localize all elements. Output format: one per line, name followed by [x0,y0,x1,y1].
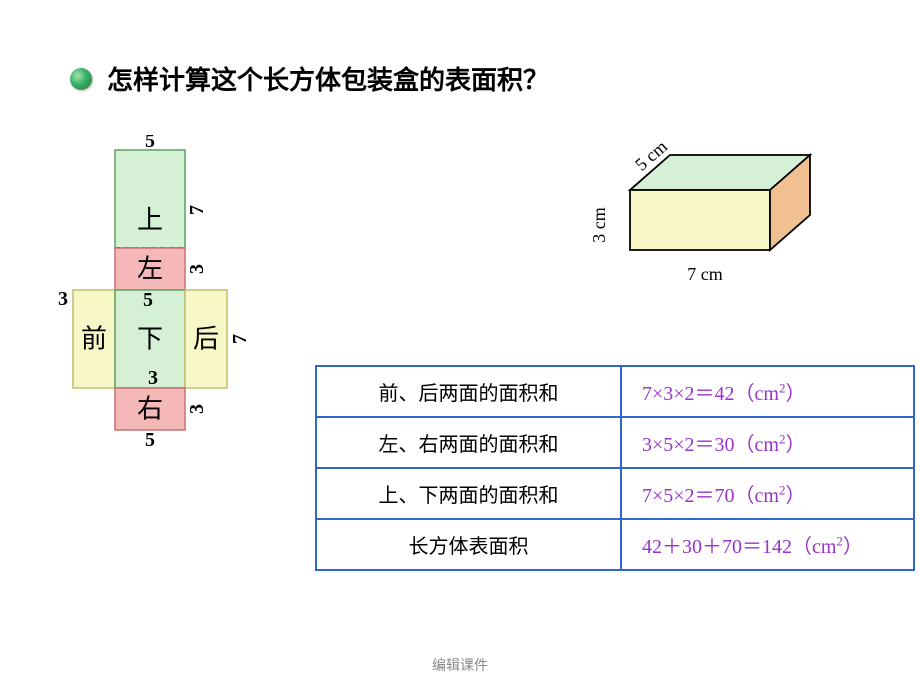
calc-formula: 7×3×2＝42（cm2） [621,366,914,417]
dim-top-5: 5 [145,135,155,152]
dim-left-3: 3 [58,288,68,310]
bullet-icon [70,68,92,90]
cuboid-front-face [630,190,770,250]
table-row: 上、下两面的面积和 7×5×2＝70（cm2） [316,468,914,519]
calc-label: 前、后两面的面积和 [316,366,621,417]
table-row: 长方体表面积 42＋30＋70＝142（cm2） [316,519,914,570]
cuboid-height-label: 3 cm [589,207,609,243]
dim-bottom-5: 5 [145,429,155,451]
dim-mid-3: 3 [148,367,158,389]
calc-label: 左、右两面的面积和 [316,417,621,468]
calc-formula: 3×5×2＝30（cm2） [621,417,914,468]
footer-text: 编辑课件 [432,655,488,675]
page-title: 怎样计算这个长方体包装盒的表面积？ [107,60,549,97]
face-back-label: 后 [193,325,219,354]
dim-right-3a: 3 [186,264,208,274]
face-bottom-label: 下 [137,325,163,354]
face-front-label: 前 [81,325,107,354]
table-row: 前、后两面的面积和 7×3×2＝42（cm2） [316,366,914,417]
dim-right-7b: 7 [229,334,251,344]
cuboid-3d-diagram: 7 cm 3 cm 5 cm [570,130,850,320]
calc-label: 上、下两面的面积和 [316,468,621,519]
calc-formula: 7×5×2＝70（cm2） [621,468,914,519]
table-row: 左、右两面的面积和 3×5×2＝30（cm2） [316,417,914,468]
dim-mid-5: 5 [143,289,153,311]
dim-right-3b: 3 [186,404,208,414]
face-right-label: 右 [137,395,163,424]
cuboid-length-label: 7 cm [687,264,723,284]
header: 怎样计算这个长方体包装盒的表面积？ [70,60,549,97]
calc-label: 长方体表面积 [316,519,621,570]
face-top-label: 上 [137,206,163,235]
dim-right-7: 7 [186,205,208,215]
calculation-table: 前、后两面的面积和 7×3×2＝42（cm2） 左、右两面的面积和 3×5×2＝… [315,365,915,571]
face-left-label: 左 [137,255,163,284]
calc-formula: 42＋30＋70＝142（cm2） [621,519,914,570]
unfolded-net-diagram: 上 左 前 下 后 右 5 7 3 3 5 7 3 3 5 [35,135,295,675]
